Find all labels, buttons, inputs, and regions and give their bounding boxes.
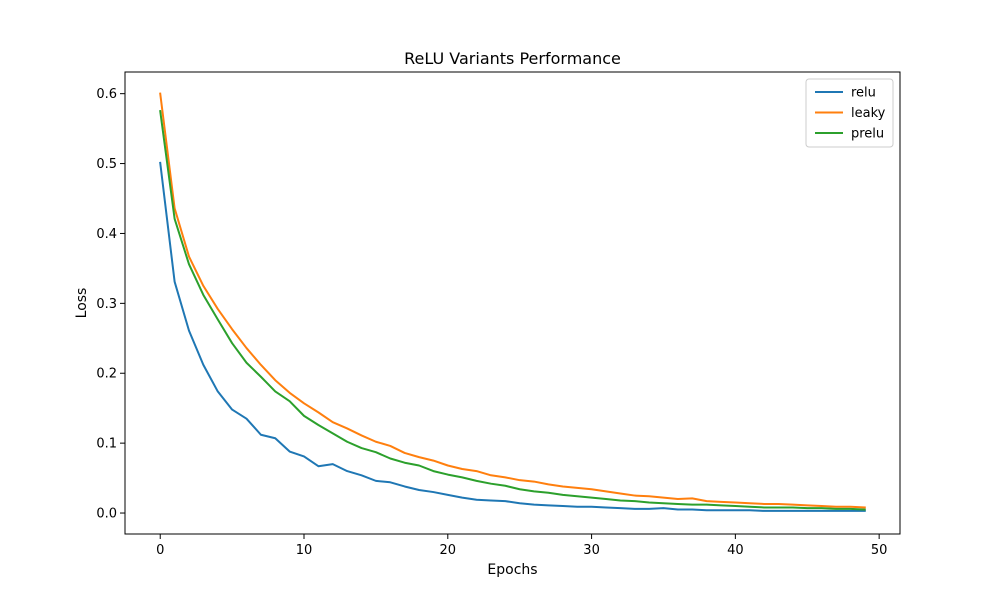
- y-axis: 0.0 0.1 0.2 0.3 0.4 0.5 0.6: [96, 87, 125, 522]
- x-axis: 0 10 20 30 40 50: [156, 534, 887, 558]
- x-tick-label: 10: [296, 543, 313, 558]
- plot-area: [159, 92, 866, 512]
- y-tick-label: 0.5: [96, 157, 117, 172]
- legend-label-relu: relu: [851, 86, 876, 101]
- x-tick-label: 0: [156, 543, 164, 558]
- x-axis-label: Epochs: [487, 562, 537, 578]
- x-tick-label: 30: [583, 543, 600, 558]
- legend: relu leaky prelu: [805, 78, 894, 148]
- series-line-prelu: [159, 110, 866, 511]
- y-tick-label: 0.6: [96, 87, 117, 102]
- x-tick-label: 40: [727, 543, 744, 558]
- y-axis-label: Loss: [74, 288, 90, 319]
- y-tick-label: 0.2: [96, 367, 117, 382]
- y-tick-label: 0.1: [96, 437, 117, 452]
- series-line-relu: [159, 161, 866, 512]
- chart-title: ReLU Variants Performance: [404, 49, 621, 68]
- series-line-leaky: [159, 92, 866, 509]
- x-tick-label: 50: [871, 543, 888, 558]
- legend-label-leaky: leaky: [851, 106, 886, 121]
- y-tick-label: 0.0: [96, 507, 117, 522]
- legend-box: [805, 78, 894, 148]
- x-tick-label: 20: [440, 543, 457, 558]
- y-tick-label: 0.4: [96, 227, 117, 242]
- legend-label-prelu: prelu: [851, 127, 884, 142]
- y-tick-label: 0.3: [96, 297, 117, 312]
